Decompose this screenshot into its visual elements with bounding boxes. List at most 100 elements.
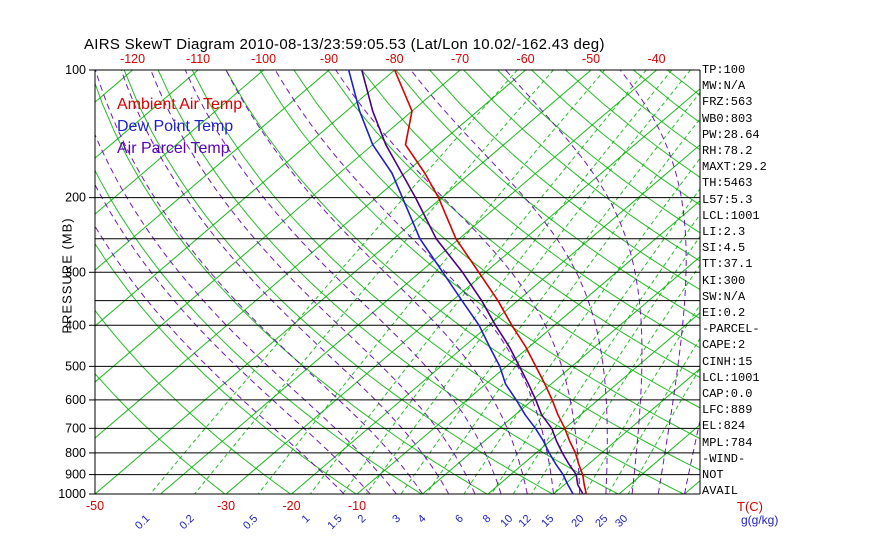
stat-line: -WIND- [702, 451, 746, 466]
stat-line: EL:824 [702, 419, 746, 434]
axes-and-ticks: 100 200 300 400 500 600 700 800 900 1000 -120 -110 -… [58, 52, 701, 532]
mixing-ratio-line [194, 70, 554, 494]
moist-adiabat-line [225, 70, 528, 494]
top-temp-label: -40 [648, 52, 666, 66]
air-parcel-temp-legend-label: Air Parcel Temp [117, 140, 230, 157]
page-title: AIRS SkewT Diagram 2010-08-13/23:59:05.5… [84, 36, 605, 53]
sounding-stats-panel: TP:100 MW:N/A FRZ:563 WB0:803 PW:28.64 RH:78.… [702, 62, 767, 499]
dry-adiabat-line [95, 309, 291, 494]
moist-adiabat-line [150, 70, 476, 494]
sounding-profiles [347, 70, 588, 494]
moist-adiabat-line [684, 418, 700, 494]
parcel-curve [361, 70, 584, 494]
isotherm-line [95, 70, 526, 439]
mixing-ratio-tick-label: 8 [481, 513, 494, 526]
ambient-air-temp-legend-label: Ambient Air Temp [117, 96, 243, 113]
temp-unit-label: T(C) [737, 499, 763, 514]
moist-adiabat-line [410, 70, 608, 494]
pressure-tick-label: 800 [65, 446, 86, 460]
top-temp-label: -70 [451, 52, 469, 66]
mixing-ratio-line [309, 70, 647, 494]
isotherm-line [356, 200, 700, 494]
moist-adiabat-line [335, 70, 581, 494]
stat-line: NOT [702, 468, 724, 483]
stat-line: MW:N/A [702, 79, 746, 94]
isotherm-line [95, 70, 199, 159]
stat-line: RH:78.2 [702, 144, 753, 159]
stat-line: LFC:889 [702, 403, 753, 418]
mixing-ratio-tick-label: 0.5 [241, 513, 260, 532]
mixing-ratio-line [627, 367, 700, 494]
pressure-tick-label: 300 [65, 265, 86, 279]
mixing-ratio-tick-label: 1.5 [325, 513, 344, 532]
stat-line: FRZ:563 [702, 95, 753, 110]
mixing-ratio-tick-label: 12 [516, 513, 533, 530]
top-temp-label: -80 [386, 52, 404, 66]
mixing-ratio-line [583, 303, 700, 494]
mixing-ratio-tick-label: 3 [390, 513, 403, 526]
moist-adiabat-line [120, 70, 450, 494]
stat-line: MPL:784 [702, 435, 753, 450]
mixing-ratio-line [342, 70, 673, 494]
stat-line: TH:5463 [702, 176, 753, 191]
mixing-ratio-line [512, 213, 700, 494]
mixing-ratio-tick-label: 0.1 [133, 513, 152, 532]
isotherm-line [95, 70, 264, 215]
stat-line: SI:4.5 [702, 241, 746, 256]
mixing-ratio-tick-label: 10 [498, 513, 515, 530]
dry-adiabat-line [95, 372, 226, 494]
pressure-tick-label: 500 [65, 359, 86, 373]
stat-line: CAPE:2 [702, 338, 746, 353]
stat-line: LCL:1001 [702, 208, 760, 223]
stat-line: L57:5.3 [702, 192, 753, 207]
stat-line: CINH:15 [702, 354, 753, 369]
legend: Ambient Air Temp Dew Point Temp Air Parcel… [117, 94, 242, 160]
stat-line: PW:28.64 [702, 127, 760, 142]
bottom-temp-label: -10 [348, 499, 366, 513]
moist-adiabat-line [274, 70, 554, 494]
top-temp-label: -60 [517, 52, 535, 66]
top-temp-label: -120 [120, 52, 145, 66]
isotherm-line [95, 70, 461, 383]
dew-point-temp-legend-label: Dew Point Temp [117, 118, 234, 135]
moist-adiabat-line [505, 70, 643, 494]
mixing-ratio-tick-label: 30 [613, 513, 630, 530]
dewpoint-curve [347, 70, 574, 494]
mixing-ratio-line [531, 235, 700, 494]
pressure-tick-label: 200 [65, 191, 86, 205]
pressure-tick-label: 1000 [58, 487, 86, 501]
stat-line: MAXT:29.2 [702, 160, 767, 175]
bottom-temp-label: -30 [217, 499, 235, 513]
pressure-tick-label: 700 [65, 421, 86, 435]
isotherm-line [487, 312, 700, 494]
isotherm-line [291, 144, 700, 494]
stat-line: -PARCEL- [702, 322, 760, 337]
mixing-ratio-unit-label: g(g/kg) [741, 513, 779, 527]
stat-line: AVAIL [702, 484, 739, 499]
top-temp-label: -110 [186, 52, 210, 66]
isotherm-line [95, 70, 592, 494]
moist-adiabat-line [619, 70, 687, 494]
pressure-tick-label: 900 [65, 468, 86, 482]
mixing-ratio-tick-label: 2 [356, 513, 369, 526]
mixing-ratio-line [553, 264, 700, 494]
mixing-ratio-tick-label: 1 [300, 513, 313, 526]
stat-line: SW:N/A [702, 289, 746, 304]
top-temp-label: -90 [320, 52, 338, 66]
top-temp-label: -50 [582, 52, 600, 66]
mixing-ratio-tick-label: 20 [569, 513, 586, 530]
top-temp-label: -100 [251, 52, 276, 66]
pressure-tick-label: 600 [65, 393, 86, 407]
isotherm-line [95, 70, 330, 271]
bottom-temp-label: -50 [86, 499, 104, 513]
stat-line: EI:0.2 [702, 306, 746, 321]
pressure-tick-label: 100 [65, 63, 86, 77]
stat-line: TP:100 [702, 63, 746, 77]
bottom-temp-label: -20 [282, 499, 300, 513]
dry-adiabat-line [429, 70, 700, 291]
dry-adiabat-line [463, 70, 700, 262]
stat-line: CAP:0.0 [702, 387, 753, 402]
mixing-ratio-tick-label: 4 [416, 513, 429, 526]
